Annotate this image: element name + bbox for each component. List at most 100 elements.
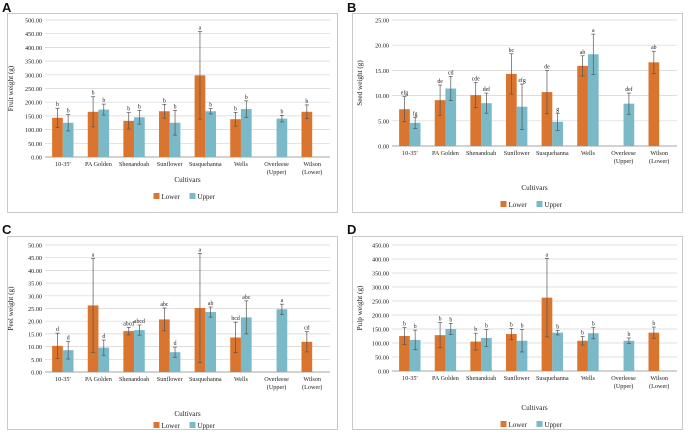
- chart-b-bar-upper: [409, 122, 421, 146]
- chart-c-significance-letter: a: [281, 298, 284, 304]
- chart-c-ytick-label: 40.00: [28, 268, 42, 275]
- chart-c-significance-letter: abcd: [123, 321, 134, 327]
- chart-c-bar-upper: [205, 312, 216, 372]
- chart-d-legend-swatch-upper: [536, 421, 543, 427]
- chart-c-ytick-label: 30.00: [28, 293, 42, 300]
- chart-d-xtick-label: PA Golden: [432, 375, 459, 382]
- chart-c-significance-letter: d: [56, 327, 59, 333]
- chart-c-legend-label: Upper: [198, 422, 216, 430]
- chart-d-ytick-label: 300.00: [372, 285, 389, 292]
- chart-a-significance-letter: b: [163, 98, 166, 104]
- chart-a-ytick-label: 150.00: [25, 113, 42, 120]
- chart-b-bar-lower: [541, 92, 553, 146]
- chart-d-legend-swatch-lower: [500, 421, 507, 427]
- chart-a-significance-letter: b: [234, 106, 237, 112]
- chart-a-significance-letter: b: [102, 98, 105, 104]
- chart-c-ytick-label: 35.00: [28, 281, 42, 288]
- chart-b-ytick-label: 10.00: [375, 93, 389, 100]
- chart-a-significance-letter: b: [174, 104, 177, 110]
- chart-b-xtick-label: PA Golden: [432, 150, 459, 157]
- chart-a-legend-label: Lower: [162, 193, 181, 201]
- chart-c-significance-letter: abc: [242, 295, 250, 301]
- chart-d-xtick-label: Overleese: [611, 375, 636, 382]
- chart-d-ylabel: Pulp weight (g): [356, 285, 364, 330]
- chart-a-xtick-label: PA Golden: [85, 161, 112, 168]
- chart-a-legend-label: Upper: [198, 193, 216, 201]
- chart-a-ytick-label: 0.00: [31, 155, 42, 162]
- chart-b-xtick-label: 10-35': [402, 150, 418, 157]
- chart-b-bar-lower: [577, 65, 588, 146]
- chart-a-xtick-label: (Lower): [302, 169, 322, 176]
- panel-label-b: B: [347, 0, 357, 15]
- chart-d-ytick-label: 450.00: [372, 243, 389, 250]
- chart-d-significance-letter: b: [403, 322, 406, 328]
- chart-a-ytick-label: 50.00: [28, 141, 42, 148]
- chart-a-significance-letter: b: [92, 91, 95, 97]
- chart-b-significance-letter: fg: [413, 110, 418, 117]
- chart-b-legend-swatch-lower: [500, 201, 507, 207]
- chart-c-ylabel: Peel weight (g): [7, 286, 15, 331]
- chart-d-bar-lower: [577, 340, 588, 371]
- chart-a-xtick-label: Wilson: [303, 161, 321, 168]
- chart-c-significance-letter: abc: [160, 302, 168, 308]
- chart-d-significance-letter: b: [485, 324, 488, 330]
- chart-a-significance-letter: b: [127, 107, 130, 113]
- chart-a-significance-letter: b: [138, 104, 141, 110]
- chart-b-significance-letter: cd: [448, 70, 454, 76]
- chart-c-significance-letter: ab: [208, 301, 214, 307]
- chart-c-xtick-label: Wilson: [303, 376, 321, 383]
- chart-d-significance-letter: b: [556, 324, 559, 330]
- chart-c-ytick-label: 50.00: [28, 243, 42, 250]
- chart-c-bar-upper: [240, 317, 252, 372]
- panel-label-d: D: [347, 222, 357, 237]
- chart-c-bar-upper: [276, 309, 288, 372]
- chart-c-xtick-label: (Upper): [267, 384, 287, 391]
- chart-c-significance-letter: d: [102, 334, 105, 340]
- chart-b-bar-upper: [481, 103, 492, 146]
- chart-b-xtick-label: Shenandoah: [466, 150, 497, 157]
- chart-c-significance-letter: d: [174, 341, 177, 347]
- chart-b-significance-letter: ab: [651, 45, 657, 51]
- chart-b-significance-letter: cde: [472, 76, 480, 82]
- chart-a-legend-swatch-lower: [153, 193, 160, 199]
- chart-a-bar-upper: [169, 122, 181, 157]
- chart-c-ytick-label: 5.00: [31, 357, 42, 364]
- chart-a-bar-upper: [134, 117, 145, 157]
- chart-c-ytick-label: 10.00: [28, 344, 42, 351]
- chart-a-xlabel: Cultivars: [174, 176, 201, 184]
- chart-d-bar-upper: [552, 332, 563, 371]
- chart-c-ytick-label: 0.00: [31, 370, 42, 377]
- chart-d-bar-lower: [399, 336, 410, 371]
- chart-b-ytick-label: 15.00: [375, 68, 389, 75]
- chart-c-legend-label: Lower: [162, 422, 181, 430]
- chart-panel-d: [352, 236, 683, 430]
- chart-panel-a: [7, 13, 338, 213]
- chart-c-bar-lower: [123, 331, 135, 372]
- chart-a-bar-upper: [62, 122, 74, 157]
- chart-b-ytick-label: 25.00: [375, 18, 389, 25]
- chart-d-ytick-label: 100.00: [372, 341, 389, 348]
- chart-b-significance-letter: efg: [401, 90, 409, 97]
- chart-d-xtick-label: Wells: [581, 375, 596, 382]
- chart-a-bar-upper: [205, 111, 216, 157]
- chart-c-xtick-label: Wells: [234, 376, 249, 383]
- chart-d-xtick-label: Wilson: [650, 375, 668, 382]
- chart-a-ytick-label: 400.00: [25, 45, 42, 52]
- chart-c-significance-letter: abcd: [134, 319, 145, 325]
- chart-c-significance-letter: a: [92, 252, 95, 258]
- chart-b-significance-letter: efg: [518, 77, 526, 84]
- chart-b-significance-letter: def: [483, 86, 490, 93]
- chart-a-significance-letter: b: [67, 109, 70, 115]
- chart-d-significance-letter: b: [521, 324, 524, 330]
- chart-a-significance-letter: b: [280, 109, 283, 115]
- chart-b-bar-lower: [470, 95, 482, 146]
- chart-d-bar-lower: [470, 341, 482, 371]
- chart-c-xtick-label: Susquehanna: [189, 376, 222, 383]
- chart-a-ytick-label: 200.00: [25, 100, 42, 107]
- chart-d-xtick-label: Shenandoah: [466, 375, 497, 382]
- chart-d-xtick-label: 10-35': [402, 375, 418, 382]
- chart-c-bar-lower: [159, 319, 170, 372]
- chart-b-bar-upper: [552, 121, 563, 146]
- chart-d-xtick-label: Sunflower: [504, 375, 530, 382]
- chart-d-bar-lower: [506, 334, 517, 371]
